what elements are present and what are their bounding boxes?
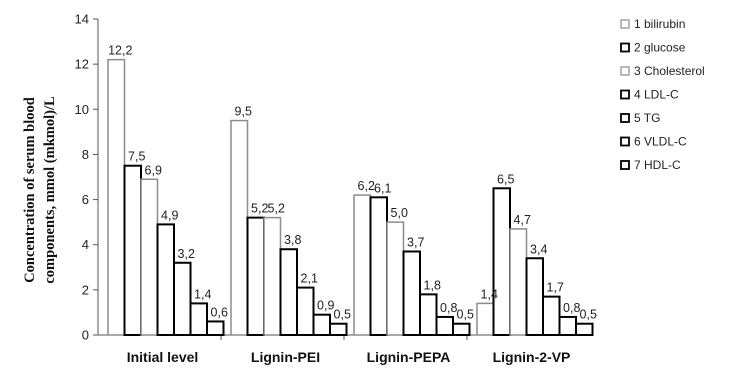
bar xyxy=(140,178,159,336)
legend-entry: 2 glucose xyxy=(634,41,686,55)
y-tick-label: 10 xyxy=(75,102,89,117)
bar xyxy=(329,322,348,337)
bar xyxy=(107,58,126,336)
data-label: 3,2 xyxy=(178,247,195,261)
data-label: 0,6 xyxy=(211,305,228,319)
category-label: Lignin-2-VP xyxy=(493,349,571,365)
legend-swatch xyxy=(620,66,630,76)
bar xyxy=(419,293,438,336)
bar xyxy=(173,261,192,336)
bar xyxy=(369,196,388,336)
bar xyxy=(542,295,561,336)
y-tick-label: 4 xyxy=(82,237,89,252)
data-label: 1,4 xyxy=(481,287,498,301)
bar xyxy=(353,194,372,336)
bar xyxy=(246,216,265,336)
data-label: 1,8 xyxy=(424,278,441,292)
data-label: 5,0 xyxy=(391,206,408,220)
legend-swatch xyxy=(620,160,630,170)
data-label: 9,5 xyxy=(235,105,252,119)
y-axis-label: Concentration of serum blood components,… xyxy=(22,96,58,284)
bar xyxy=(279,248,298,337)
bar xyxy=(525,257,544,336)
bar xyxy=(263,216,282,336)
data-label: 4,7 xyxy=(514,213,531,227)
data-label: 0,5 xyxy=(457,308,474,322)
data-label: 5,2 xyxy=(251,202,268,216)
bar xyxy=(452,322,471,337)
bar xyxy=(435,315,454,337)
y-tick-label: 0 xyxy=(82,328,89,343)
y-ticks: 0 2 4 6 8 10 12 14 xyxy=(75,12,98,343)
data-label: 6,1 xyxy=(374,181,391,195)
legend-entry: 4 LDL-C xyxy=(634,88,679,102)
data-label: 6,5 xyxy=(497,172,514,186)
category-label: Initial level xyxy=(127,349,199,365)
y-axis-label-line-1: Concentration of serum blood xyxy=(22,97,38,283)
legend-swatch xyxy=(620,113,630,123)
legend-entry: 7 HDL-C xyxy=(634,158,681,172)
y-tick-label: 6 xyxy=(82,192,89,207)
legend-entry: 6 VLDL-C xyxy=(634,135,687,149)
data-label: 6,2 xyxy=(358,179,375,193)
data-label: 1,4 xyxy=(194,287,211,301)
y-tick-label: 14 xyxy=(75,12,89,27)
bar xyxy=(312,313,331,336)
data-label: 5,2 xyxy=(268,202,285,216)
data-label: 12,2 xyxy=(108,44,132,58)
legend-swatch xyxy=(620,42,630,53)
data-label: 3,7 xyxy=(407,235,424,249)
bar xyxy=(476,302,495,336)
bar xyxy=(575,322,594,337)
bar xyxy=(230,119,249,336)
legend-swatch xyxy=(620,136,630,147)
legend-swatch xyxy=(620,89,630,100)
bar xyxy=(402,250,421,336)
bar xyxy=(206,320,225,337)
category-label: Lignin-PEPA xyxy=(367,349,451,365)
data-label: 2,1 xyxy=(301,272,318,286)
bar xyxy=(492,187,511,336)
data-label: 0,9 xyxy=(317,299,334,313)
bar xyxy=(189,302,208,336)
y-tick-label: 2 xyxy=(82,282,89,297)
legend: 1 bilirubin 2 glucose 3 Cholesterol 4 LDL-C… xyxy=(620,17,705,172)
data-label: 0,8 xyxy=(440,301,457,315)
data-label: 7,5 xyxy=(128,150,145,164)
legend-entry: 5 TG xyxy=(634,111,660,125)
bars xyxy=(107,58,594,337)
data-label: 4,9 xyxy=(161,208,178,222)
legend-entry: 3 Cholesterol xyxy=(634,64,705,78)
bar xyxy=(509,228,528,336)
y-tick-label: 12 xyxy=(75,57,89,72)
data-label: 0,8 xyxy=(563,301,580,315)
data-label: 3,4 xyxy=(530,242,547,256)
data-label: 0,5 xyxy=(334,308,351,322)
legend-swatch xyxy=(620,19,630,29)
bar xyxy=(558,315,577,337)
bar xyxy=(296,286,315,337)
data-label: 0,5 xyxy=(580,308,597,322)
y-axis-label-line-2: components, mmol (mkmol)/L xyxy=(42,96,58,284)
category-labels: Initial level Lignin-PEI Lignin-PEPA Lignin… xyxy=(127,349,571,365)
data-label: 1,7 xyxy=(547,281,564,295)
bar xyxy=(386,221,405,336)
legend-entry: 1 bilirubin xyxy=(634,17,685,31)
y-tick-label: 8 xyxy=(82,147,89,162)
data-label: 3,8 xyxy=(284,233,301,247)
data-label: 6,9 xyxy=(145,163,162,177)
category-label: Lignin-PEI xyxy=(251,349,320,365)
bar xyxy=(123,164,142,336)
bar xyxy=(156,223,175,336)
data-labels: 12,27,56,94,93,21,40,69,55,2 5,23,82,10,9… xyxy=(108,44,597,322)
